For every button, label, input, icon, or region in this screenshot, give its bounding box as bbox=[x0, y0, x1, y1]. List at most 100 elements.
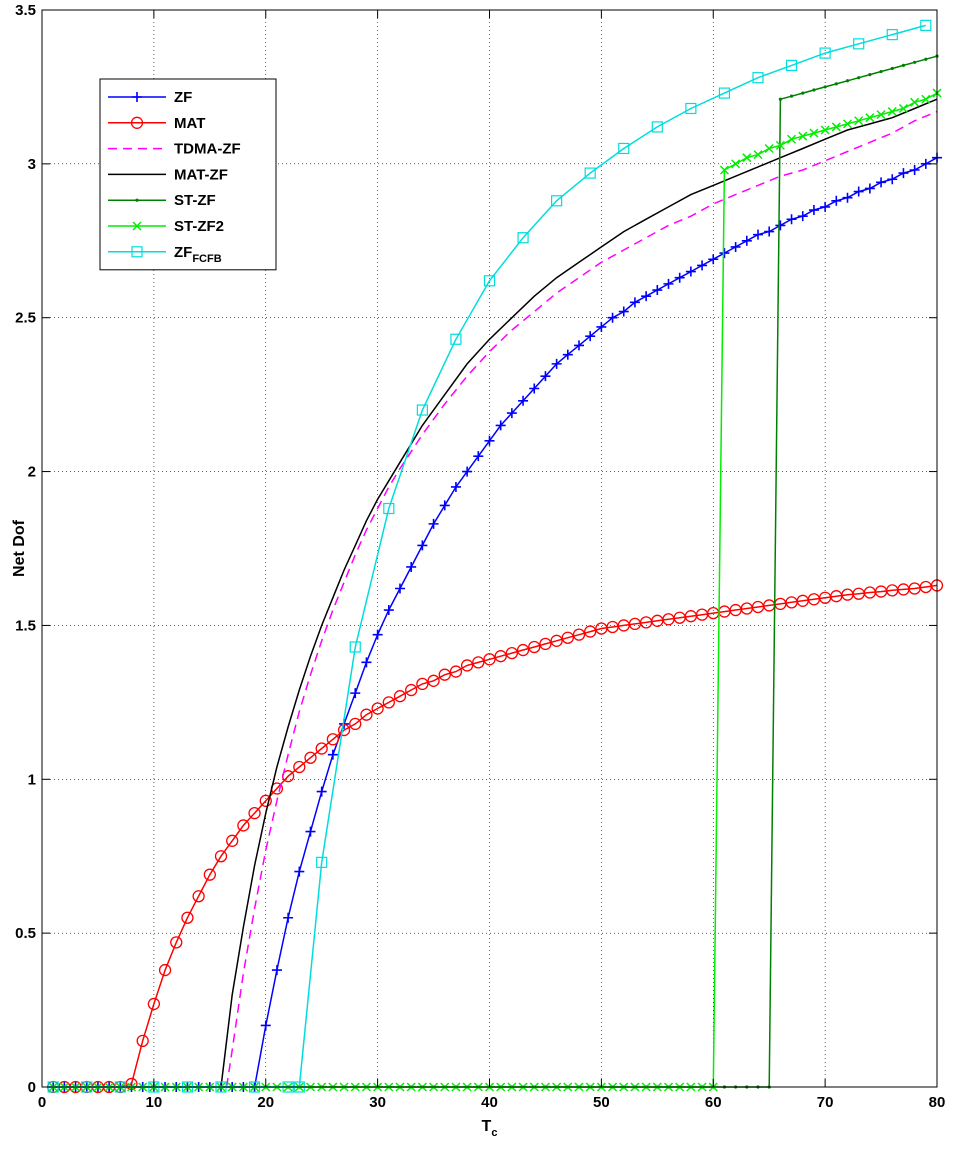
data-point-zf bbox=[305, 826, 316, 837]
data-point-mat bbox=[472, 656, 485, 669]
data-point-mat bbox=[315, 742, 328, 755]
data-point-zf bbox=[417, 540, 428, 551]
legend-entry-zf-fcfb: ZFFCFB bbox=[108, 244, 222, 265]
data-point-zf bbox=[383, 605, 394, 616]
data-point-zf bbox=[506, 408, 517, 419]
y-tick-label: 3 bbox=[28, 156, 36, 173]
data-point-st-zf2 bbox=[731, 159, 741, 169]
data-point-zf bbox=[361, 657, 372, 668]
data-point-zf-fcfb bbox=[483, 275, 496, 287]
legend-entry-tdma-zf: TDMA-ZF bbox=[108, 141, 241, 158]
data-point-mat bbox=[226, 834, 239, 847]
data-point-zf bbox=[898, 168, 909, 179]
data-point-zf-fcfb bbox=[685, 102, 697, 115]
data-point-mat bbox=[393, 690, 407, 703]
x-tick-label: 0 bbox=[38, 1094, 46, 1111]
data-point-st-zf bbox=[789, 94, 794, 98]
data-point-zf bbox=[864, 183, 875, 194]
legend-marker bbox=[135, 198, 139, 202]
data-point-zf bbox=[283, 912, 294, 923]
data-point-mat bbox=[516, 643, 530, 657]
data-point-zf bbox=[753, 229, 763, 240]
data-point-zf bbox=[820, 201, 831, 212]
data-point-st-zf2 bbox=[753, 150, 763, 160]
data-point-zf bbox=[473, 451, 484, 462]
data-point-st-zf2 bbox=[798, 131, 808, 141]
data-point-zf bbox=[462, 466, 473, 477]
series-line-tdma-zf bbox=[225, 110, 938, 1088]
data-point-zf bbox=[607, 312, 618, 323]
data-point-zf bbox=[629, 297, 640, 308]
data-point-zf bbox=[495, 420, 506, 431]
data-point-zf bbox=[853, 186, 864, 197]
data-point-zf bbox=[697, 260, 708, 271]
x-tick-label: 30 bbox=[369, 1094, 386, 1111]
y-tick-label: 3.5 bbox=[15, 2, 36, 19]
legend-marker bbox=[131, 246, 143, 258]
series-mat bbox=[47, 579, 944, 1094]
data-point-mat bbox=[214, 850, 228, 863]
data-point-mat bbox=[337, 723, 351, 737]
data-point-zf bbox=[876, 177, 887, 188]
data-point-mat bbox=[572, 628, 586, 641]
data-point-st-zf2 bbox=[764, 143, 774, 154]
data-point-mat bbox=[293, 760, 306, 774]
legend-entry-mat: MAT bbox=[108, 115, 205, 132]
data-point-mat bbox=[584, 625, 597, 638]
legend-entry-mat-zf: MAT-ZF bbox=[108, 166, 228, 183]
data-point-zf bbox=[260, 1020, 271, 1031]
data-point-st-zf2 bbox=[887, 107, 897, 117]
data-point-st-zf2 bbox=[719, 165, 729, 175]
series-tdma-zf bbox=[225, 110, 938, 1088]
x-tick-label: 80 bbox=[929, 1094, 946, 1111]
data-point-st-zf2 bbox=[910, 97, 920, 107]
legend-entry-st-zf: ST-ZF bbox=[108, 192, 216, 209]
data-point-zf bbox=[641, 291, 652, 302]
data-point-mat bbox=[561, 631, 574, 644]
legend-marker bbox=[130, 116, 144, 129]
data-point-mat bbox=[427, 674, 440, 687]
data-point-zf bbox=[484, 435, 495, 446]
data-point-st-zf2 bbox=[742, 153, 752, 163]
y-tick-label: 2.5 bbox=[15, 310, 36, 327]
legend-label: ST-ZF2 bbox=[174, 218, 224, 235]
data-point-zf bbox=[439, 500, 450, 511]
data-point-mat bbox=[147, 997, 161, 1011]
data-point-zf bbox=[663, 278, 674, 289]
data-point-zf bbox=[719, 248, 730, 259]
y-tick-label: 1 bbox=[28, 771, 36, 788]
data-point-zf bbox=[674, 272, 685, 283]
data-point-mat bbox=[449, 665, 463, 678]
data-point-st-zf2 bbox=[787, 134, 797, 144]
data-point-st-zf2 bbox=[921, 94, 931, 104]
data-point-zf-fcfb bbox=[517, 232, 529, 244]
data-point-zf-fcfb bbox=[450, 333, 462, 345]
data-point-zf bbox=[708, 254, 719, 265]
x-tick-label: 70 bbox=[817, 1094, 834, 1111]
data-point-zf-fcfb bbox=[383, 502, 395, 515]
data-point-mat bbox=[170, 936, 183, 949]
ticks: 0 10 20 30 40 50 60 70 80 0 0.5 1 1.5 2 2.5 3 3.5 bbox=[15, 2, 945, 1111]
data-point-st-zf2 bbox=[865, 113, 875, 123]
data-point-zf-fcfb bbox=[316, 856, 328, 868]
data-point-st-zf bbox=[834, 82, 838, 86]
data-point-st-zf2 bbox=[854, 116, 864, 126]
data-point-st-zf2 bbox=[831, 122, 841, 132]
data-point-zf bbox=[909, 165, 920, 176]
legend-label: MAT-ZF bbox=[174, 166, 228, 183]
data-point-zf bbox=[518, 395, 529, 406]
data-point-mat bbox=[460, 659, 474, 672]
legend-entry-zf: ZF bbox=[108, 89, 192, 106]
y-tick-label: 0.5 bbox=[15, 925, 36, 942]
data-point-mat bbox=[125, 1077, 138, 1091]
data-point-st-zf2 bbox=[898, 103, 908, 113]
y-tick-label: 1.5 bbox=[15, 617, 36, 634]
data-point-zf-fcfb bbox=[416, 404, 428, 416]
data-point-st-zf bbox=[812, 88, 816, 92]
data-point-zf-fcfb bbox=[853, 38, 865, 50]
data-point-mat bbox=[203, 868, 216, 881]
data-point-mat bbox=[528, 640, 541, 654]
series-line-mat-zf bbox=[220, 98, 938, 1088]
